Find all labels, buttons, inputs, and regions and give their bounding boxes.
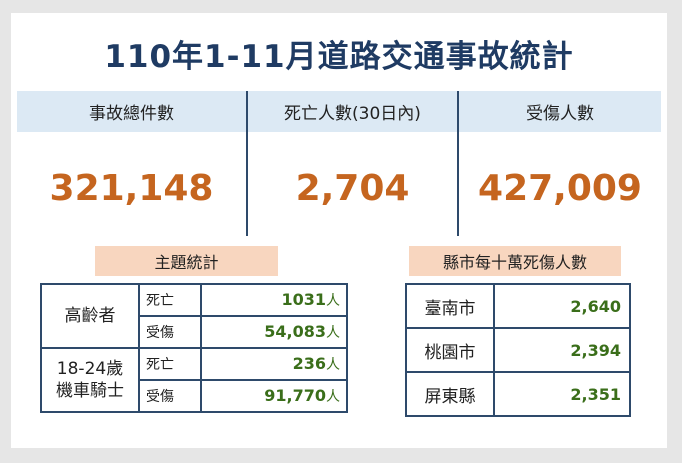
total-injuries-value: 427,009: [478, 168, 642, 209]
table-row: 受傷 54,083人: [41, 315, 348, 349]
summary-header-accidents: 事故總件數: [17, 91, 246, 132]
city-stats-heading: 縣市每十萬死傷人數: [409, 246, 621, 276]
row-value: 236人: [200, 347, 348, 381]
city-value: 2,394: [493, 327, 631, 373]
row-value: 54,083人: [200, 315, 348, 349]
table-row: 受傷 91,770人: [41, 379, 348, 413]
city-value: 2,640: [493, 283, 631, 329]
summary-header-deaths: 死亡人數(30日內): [248, 91, 457, 132]
row-value: 91,770人: [200, 379, 348, 413]
city-stats-table: 臺南市 2,640 桃園市 2,394 屏東縣 2,351: [405, 283, 631, 417]
table-row: 臺南市 2,640: [405, 283, 631, 329]
summary-header-injuries: 受傷人數: [459, 91, 661, 132]
theme-stats-table: 高齡者 死亡 1031人 受傷 54,083人 18-24歲 機車騎士 死亡 2…: [40, 283, 348, 413]
column-divider: [246, 91, 248, 236]
city-name: 桃園市: [405, 327, 495, 373]
table-row: 18-24歲 機車騎士 死亡 236人: [40, 347, 348, 413]
row-label: 死亡: [138, 347, 202, 381]
infographic-card: 110年1-11月道路交通事故統計 事故總件數 死亡人數(30日內) 受傷人數 …: [11, 13, 667, 448]
city-value: 2,351: [493, 371, 631, 417]
row-value: 1031人: [200, 283, 348, 317]
column-divider: [457, 91, 459, 236]
table-row: 高齡者 死亡 1031人: [40, 283, 348, 349]
table-row: 屏東縣 2,351: [405, 371, 631, 417]
row-label: 受傷: [138, 379, 202, 413]
total-accidents-value: 321,148: [49, 168, 214, 209]
group-elderly: 高齡者: [40, 283, 140, 349]
total-deaths-value: 2,704: [295, 168, 410, 209]
city-name: 屏東縣: [405, 371, 495, 417]
theme-stats-heading: 主題統計: [95, 246, 278, 276]
page-title: 110年1-11月道路交通事故統計: [104, 39, 574, 75]
group-young-riders: 18-24歲 機車騎士: [40, 347, 140, 413]
row-label: 受傷: [138, 315, 202, 349]
table-row: 桃園市 2,394: [405, 327, 631, 373]
city-name: 臺南市: [405, 283, 495, 329]
row-label: 死亡: [138, 283, 202, 317]
